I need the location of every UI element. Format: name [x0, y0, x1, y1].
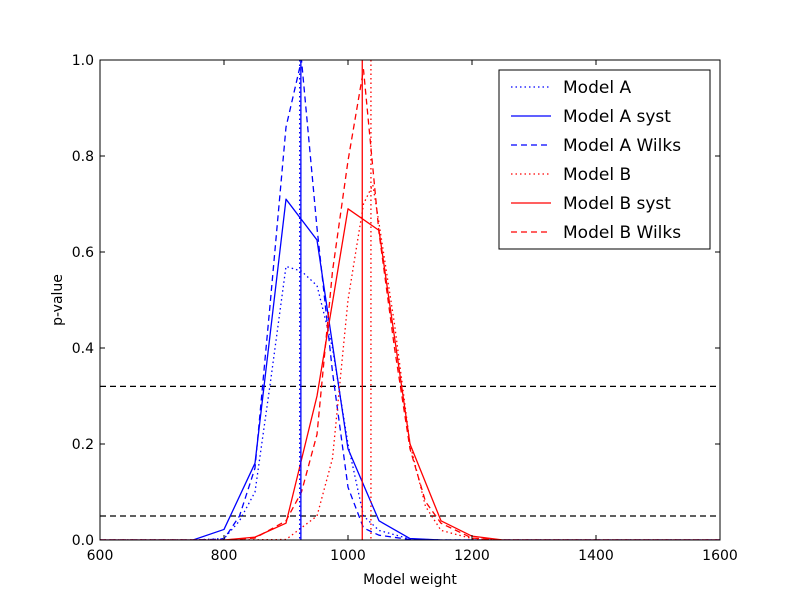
plot-area: [100, 60, 720, 540]
legend-entry: Model B: [563, 165, 631, 185]
y-tick-label: 1.0: [72, 53, 94, 69]
x-tick-label: 1600: [702, 548, 738, 564]
series-line-3: [100, 184, 720, 540]
series-line-2: [100, 60, 720, 540]
axis-ticks: 600 800 1000 1200 1400 1600 0.0 0.2 0.4 0.6 0.8 1.0: [72, 53, 738, 564]
x-tick-label: 1200: [454, 548, 490, 564]
x-axis-label: Model weight: [363, 572, 457, 588]
plot-content: [100, 60, 720, 540]
y-tick-label: 0.4: [72, 341, 94, 357]
legend-box: [498, 69, 711, 250]
x-tick-label: 800: [211, 548, 238, 564]
x-tick-label: 1000: [330, 548, 366, 564]
series-line-0: [100, 265, 720, 540]
legend-entry: Model B Wilks: [563, 223, 681, 243]
y-axis-label: p-value: [50, 274, 66, 326]
y-tick-label: 0.8: [72, 149, 94, 165]
legend-entry: Model A: [563, 78, 631, 98]
legend-entry: Model A syst: [563, 107, 671, 127]
y-tick-label: 0.0: [72, 533, 94, 549]
y-tick-label: 0.2: [72, 437, 94, 453]
x-tick-label: 600: [87, 548, 114, 564]
y-tick-label: 0.6: [72, 245, 94, 261]
legend-entry: Model A Wilks: [563, 136, 681, 156]
plot-frame: [99, 59, 721, 541]
series-line-1: [100, 198, 720, 540]
x-tick-label: 1400: [578, 548, 614, 564]
legend: Model A Model A syst Model A Wilks Model B M…: [498, 69, 711, 250]
legend-entry: Model B syst: [563, 194, 671, 214]
